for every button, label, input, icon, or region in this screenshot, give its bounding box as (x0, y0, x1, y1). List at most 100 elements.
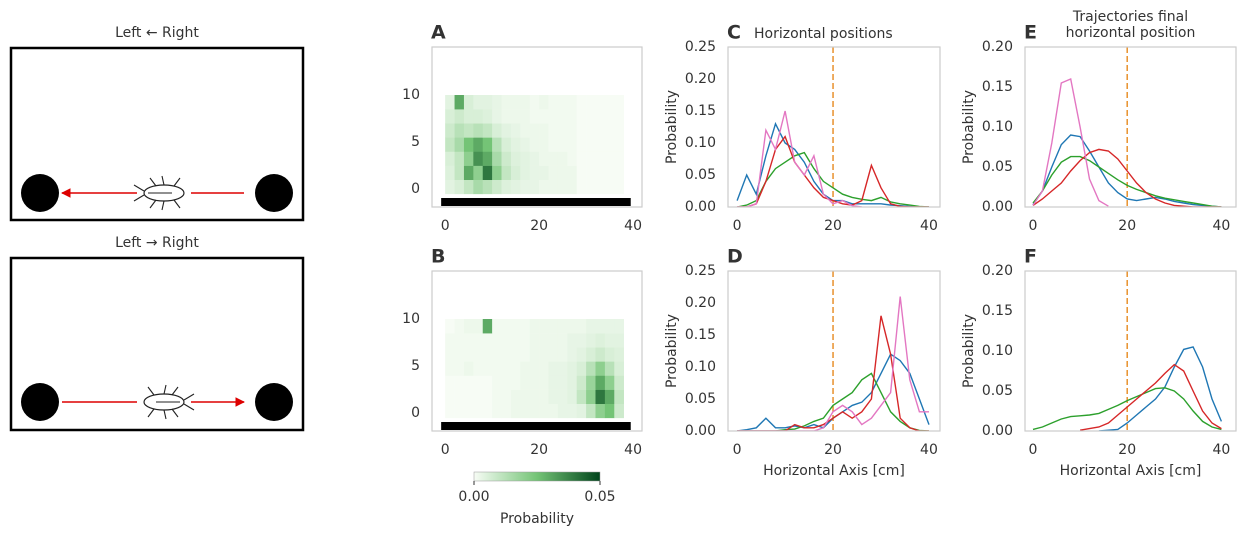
heatmap-cell (463, 389, 474, 405)
y-tick-label: 0.15 (685, 103, 716, 119)
heatmap-cell (595, 151, 606, 166)
heatmap-cell (548, 179, 559, 195)
heatmap-cell (482, 403, 493, 419)
series-line (1098, 346, 1223, 431)
heatmap-cell (473, 151, 484, 166)
heatmap-cell (586, 361, 596, 376)
heatmap-cell (529, 123, 540, 138)
x-tick-label: 0 (733, 442, 742, 458)
cockroach (133, 175, 185, 211)
x-tick-label: 20 (530, 442, 548, 458)
heatmap-cell (539, 319, 549, 334)
y-tick-label: 0.15 (982, 79, 1013, 95)
colorbar (473, 471, 601, 482)
heatmap-cell (567, 347, 577, 362)
heatmap-cell (604, 389, 615, 405)
heatmap-cell (501, 333, 512, 348)
heatmap-cell (510, 389, 521, 405)
y-axis-label: Probability (664, 90, 680, 164)
heatmap-cell (463, 361, 474, 376)
heatmap-cell (595, 319, 606, 334)
heatmap-cell (482, 137, 493, 152)
heatmap-cell (510, 403, 521, 419)
heatmap-cell (614, 375, 624, 390)
heatmap-cell (576, 123, 587, 138)
y-tick-label: 5 (411, 358, 420, 374)
axes-frame (431, 270, 643, 432)
heatmap-cell (576, 137, 587, 152)
heatmap-cell (614, 333, 624, 348)
heatmap-cell (463, 179, 474, 195)
heatmap-cell (529, 179, 540, 195)
heatmap-cell (595, 347, 606, 362)
heatmap-cell (473, 123, 484, 138)
y-tick-label: 0.20 (685, 71, 716, 87)
heatmap-cell (529, 151, 540, 166)
heatmap-cell (482, 389, 493, 405)
heatmap-cell (492, 361, 502, 376)
heatmap-cell (463, 151, 474, 166)
series-line (1032, 78, 1109, 207)
plot-area (445, 95, 624, 195)
heatmap-cell (548, 165, 559, 181)
heatmap-cell (501, 123, 512, 138)
heatmap-cell (501, 389, 512, 405)
x-tick-label: 40 (624, 442, 642, 458)
heatmap-cell (557, 347, 568, 362)
target (255, 174, 293, 212)
heatmap-cell (548, 333, 559, 348)
heatmap-cell (482, 333, 493, 348)
heatmap-cell (586, 375, 596, 390)
heatmap-cell (482, 95, 493, 110)
y-tick-label: 0 (411, 405, 420, 421)
heatmap-cell (520, 347, 531, 362)
heatmap-cell (548, 137, 559, 152)
heatmap-cell (482, 151, 493, 166)
heatmap-cell (501, 151, 512, 166)
series-line (736, 151, 930, 207)
heatmap-cell (492, 375, 502, 390)
x-axis-label: Horizontal Axis [cm] (763, 463, 905, 479)
heatmap-cell (557, 179, 568, 195)
panel-label: E (1024, 22, 1037, 44)
heatmap-cell (510, 95, 521, 110)
heatmap-cell (604, 179, 615, 195)
heatmap-cell (520, 95, 531, 110)
heatmap-cell (445, 137, 455, 152)
heatmap-cell (492, 347, 502, 362)
series-line (737, 315, 929, 431)
heatmap-cell (539, 347, 549, 362)
heatmap-cell (604, 95, 615, 110)
y-tick-label: 0.10 (982, 343, 1013, 359)
heatmap-cell (445, 151, 455, 166)
heatmap-cell (557, 403, 568, 419)
heatmap-cell (595, 333, 606, 348)
x-tick-label: 0 (1029, 218, 1038, 234)
y-tick-label: 0.15 (685, 327, 716, 343)
heatmap-cell (492, 179, 502, 195)
heatmap-cell (463, 347, 474, 362)
y-axis-label: Probability (961, 314, 977, 388)
heatmap-cell (473, 333, 484, 348)
heatmap-cell (567, 319, 577, 334)
heatmap-cell (501, 137, 512, 152)
x-axis-label: Horizontal Axis [cm] (1060, 463, 1202, 479)
y-tick-label: 0.00 (982, 199, 1013, 215)
heatmap-cell (539, 179, 549, 195)
diagram-title: Left ← Right (115, 25, 199, 41)
heatmap-cell (520, 403, 531, 419)
heatmap-cell (454, 179, 465, 195)
heatmap-cell (614, 389, 624, 405)
heatmap-cell (586, 165, 596, 181)
y-tick-label: 0.20 (982, 39, 1013, 55)
heatmap-cell (567, 95, 577, 110)
heatmap-cell (473, 389, 484, 405)
heatmap-cell (463, 319, 474, 334)
heatmap-cell (482, 123, 493, 138)
panel-label: B (431, 246, 445, 268)
y-tick-label: 0.10 (685, 135, 716, 151)
heatmap-cell (473, 109, 484, 124)
y-tick-label: 0.10 (685, 359, 716, 375)
heatmap-cell (463, 95, 474, 110)
panel-label: D (727, 246, 743, 268)
